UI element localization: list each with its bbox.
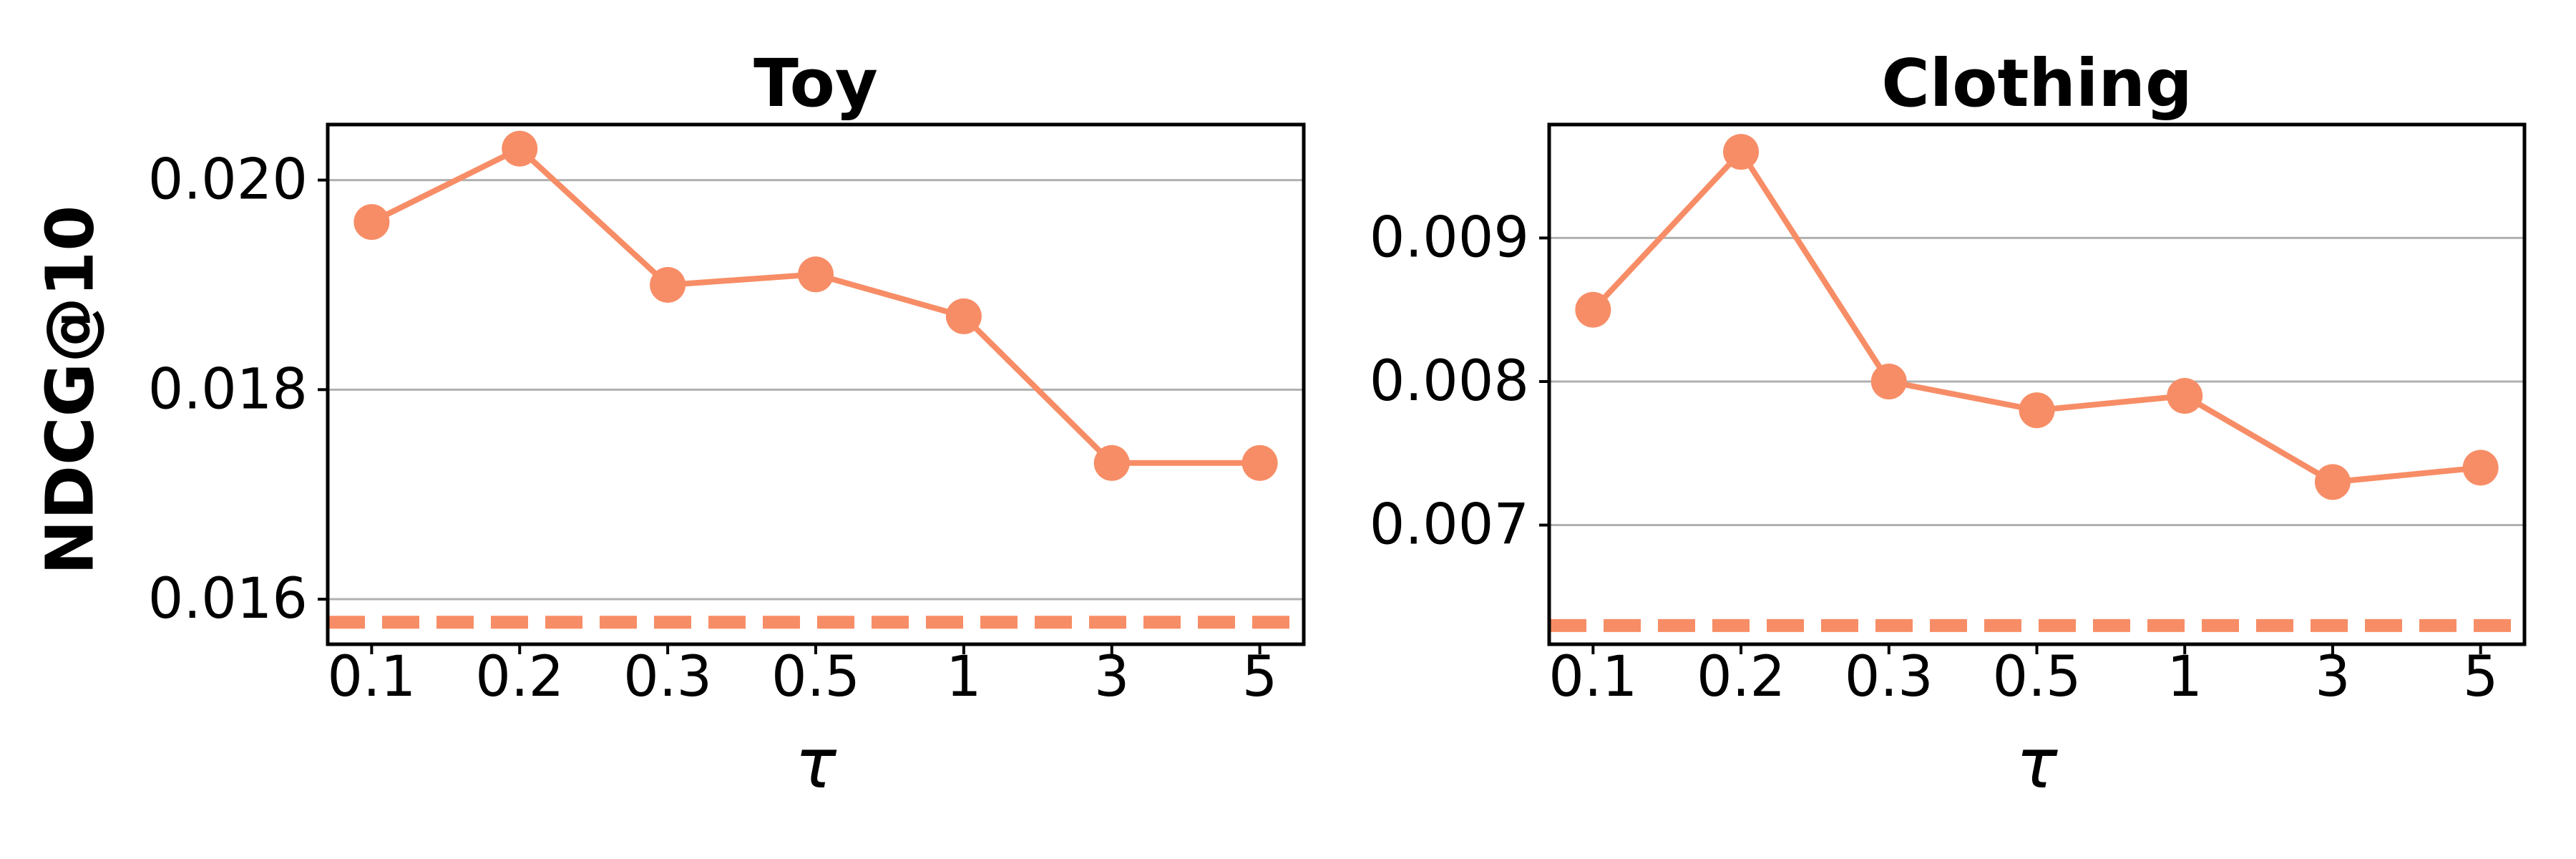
y-tick-label: 0.018 (148, 357, 308, 422)
x-axis-label: τ (2016, 724, 2059, 804)
data-point (2462, 450, 2499, 486)
plot-frame (1547, 122, 2527, 646)
x-tick-label: 0.2 (1697, 645, 1785, 709)
series-line (1591, 149, 2482, 485)
x-tick-label: 1 (2167, 645, 2202, 709)
panel-clothing: 0.007 0.008 0.009 0.1 0.2 0.3 0.5 1 3 5 Clothing τ (1370, 45, 2527, 804)
x-tick-label: 0.2 (475, 645, 564, 709)
x-tick-label: 0.1 (327, 645, 416, 709)
panel-toy: 0.016 0.018 0.020 0.1 0.2 0.3 0.5 1 3 5 Toy τ (148, 45, 1306, 804)
y-tick-label: 0.009 (1370, 205, 1529, 270)
x-tick-label: 0.5 (1992, 645, 2081, 709)
data-point (2167, 378, 2203, 414)
x-tick-label: 5 (2463, 645, 2499, 709)
x-tick-label: 3 (2315, 645, 2351, 709)
y-tick-label: 0.007 (1370, 493, 1529, 558)
data-point (502, 130, 538, 167)
x-tick-label: 0.3 (1845, 645, 1933, 709)
x-tick-label: 0.5 (771, 645, 860, 709)
x-tick-label: 0.3 (623, 645, 712, 709)
y-tick-label: 0.016 (148, 567, 308, 631)
x-tick-label: 1 (946, 645, 982, 709)
panel-title: Toy (753, 45, 878, 122)
data-point (798, 256, 834, 293)
y-tick-label: 0.020 (148, 148, 308, 213)
data-point (1723, 134, 1760, 170)
data-point (650, 266, 686, 303)
data-point (945, 298, 982, 334)
data-point (1870, 363, 1907, 399)
data-point (2019, 392, 2055, 429)
series-line (370, 145, 1260, 466)
y-tick-label: 0.008 (1370, 349, 1529, 414)
data-point (1575, 291, 1611, 328)
panel-title: Clothing (1881, 45, 2192, 122)
data-point (1093, 445, 1130, 481)
x-tick-label: 0.1 (1548, 645, 1637, 709)
x-axis-label: τ (795, 724, 837, 804)
data-point (1241, 445, 1278, 481)
x-tick-label: 3 (1094, 645, 1130, 709)
data-point (353, 204, 390, 241)
y-axis-label: NDCG@10 (32, 205, 109, 575)
plot-frame (326, 122, 1306, 646)
data-point (2314, 464, 2351, 500)
x-tick-label: 5 (1242, 645, 1278, 709)
